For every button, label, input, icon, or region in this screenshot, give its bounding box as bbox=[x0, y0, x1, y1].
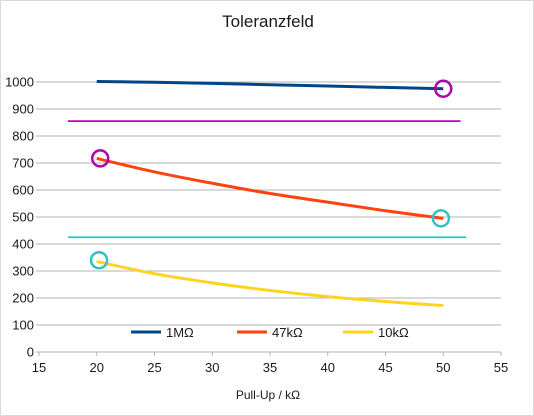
legend: 1MΩ 47kΩ 10kΩ bbox=[131, 325, 409, 340]
x-tick-label: 40 bbox=[321, 360, 335, 375]
legend-label: 10kΩ bbox=[378, 325, 409, 340]
y-tick-label: 500 bbox=[12, 210, 34, 225]
x-tick-label: 35 bbox=[263, 360, 277, 375]
x-tick-label: 45 bbox=[378, 360, 392, 375]
axis-layer: 0 100 200 300 400 500 600 700 800 900 1000 15 20 25 30… bbox=[5, 75, 508, 376]
reference-lines-layer bbox=[67, 120, 467, 239]
chart-title: Toleranzfeld bbox=[222, 12, 314, 31]
series-line-2 bbox=[96, 260, 444, 308]
y-tick-label: 800 bbox=[12, 129, 34, 144]
x-axis-label: Pull-Up / kΩ bbox=[236, 388, 300, 402]
x-tick-label: 30 bbox=[205, 360, 219, 375]
x-tick-label: 15 bbox=[32, 360, 46, 375]
highlight-circle-marker bbox=[90, 149, 110, 168]
series-layer bbox=[96, 79, 444, 308]
y-tick-label: 900 bbox=[12, 102, 34, 117]
highlight-circle-marker bbox=[89, 250, 109, 270]
y-tick-label: 400 bbox=[12, 237, 34, 252]
series-line-1 bbox=[96, 156, 444, 220]
x-tick-label: 25 bbox=[147, 360, 161, 375]
y-tick-label: 700 bbox=[12, 156, 34, 171]
x-tick-label: 20 bbox=[90, 360, 104, 375]
y-tick-label: 100 bbox=[12, 318, 34, 333]
y-tick-label: 1000 bbox=[5, 75, 34, 90]
highlight-circle-marker bbox=[434, 79, 453, 98]
highlight-circle-marker bbox=[431, 209, 451, 228]
markers-layer bbox=[89, 79, 453, 270]
y-tick-label: 300 bbox=[12, 264, 34, 279]
x-tick-label: 55 bbox=[494, 360, 508, 375]
series-line-0 bbox=[96, 79, 444, 91]
y-tick-label: 600 bbox=[12, 183, 34, 198]
y-tick-label: 0 bbox=[27, 345, 34, 360]
x-tick-label: 50 bbox=[436, 360, 450, 375]
legend-label: 47kΩ bbox=[272, 325, 303, 340]
legend-label: 1MΩ bbox=[166, 325, 194, 340]
y-tick-label: 200 bbox=[12, 291, 34, 306]
